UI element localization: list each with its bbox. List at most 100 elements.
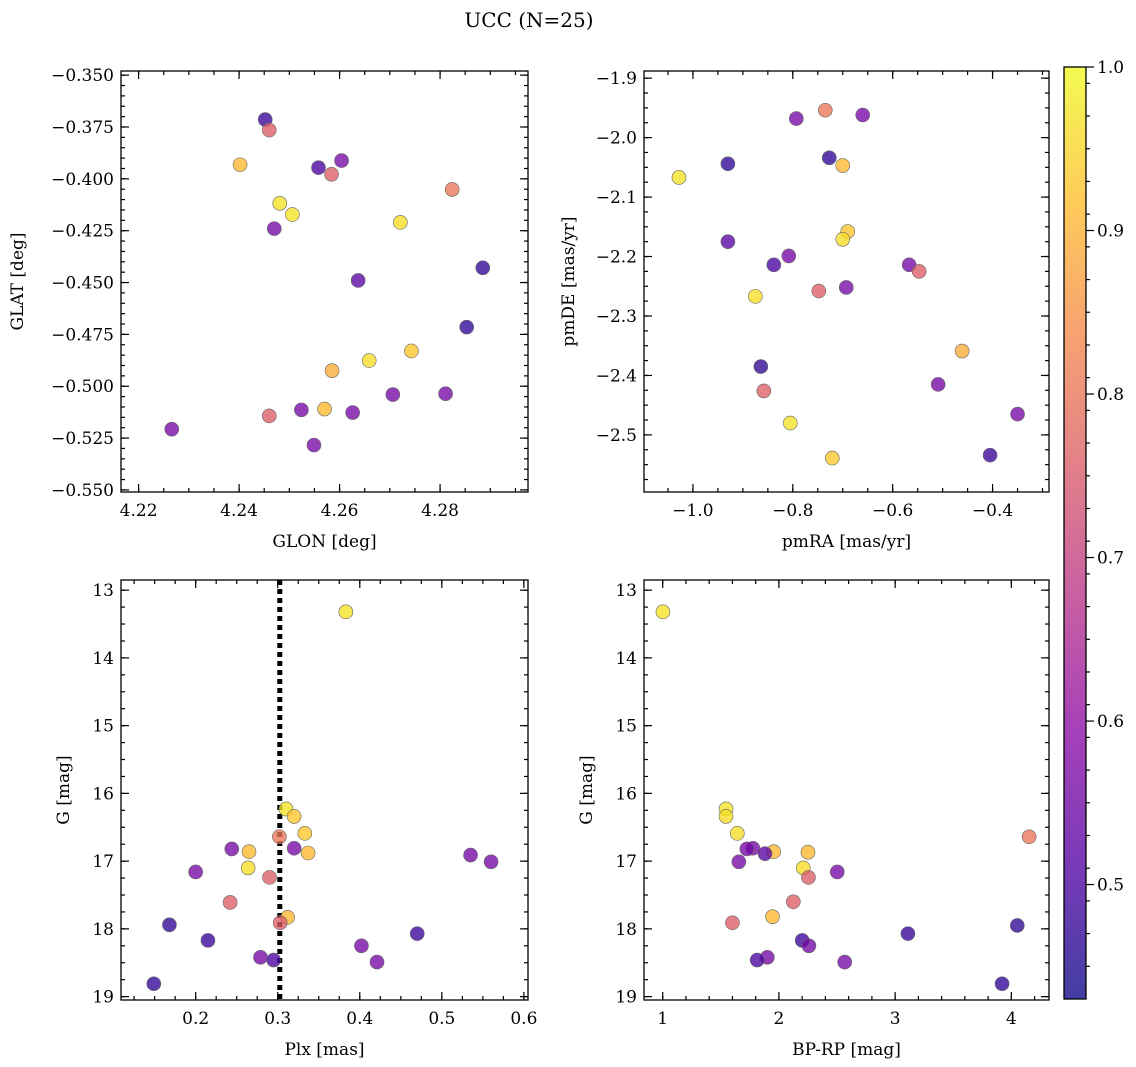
glon-glat-y-tick-label: −0.375 [51,118,114,138]
glon-glat-y-tick-label: −0.550 [51,481,114,501]
glon-glat-frame [120,70,529,493]
pmra-pmde-y-tick-label: −1.9 [596,69,637,89]
plx-g-point [286,809,302,824]
colorbar-tick-label: 0.8 [1097,385,1124,405]
bprp-g-x-axis-label: BP-RP [mag] [792,1040,901,1060]
colorbar: 0.5 0.6 0.7 0.8 0.9 1.0 [1063,58,1124,1000]
glon-glat-point [404,343,419,359]
bprp-g-point [730,826,745,841]
bprp-g-point [765,909,780,924]
plx-g-point [272,829,287,845]
bprp-g-x-tick-label: 2 [774,1009,785,1029]
pmra-pmde-y-tick-label: −2.5 [596,426,637,446]
pmra-pmde-y-tick-label: −2.2 [596,248,637,268]
pmra-pmde-y-axis-label: pmDE [mas/yr] [559,216,579,346]
bprp-g-point [731,854,747,870]
bprp-g-frame [643,579,1050,1001]
bprp-g-point [801,938,817,954]
panel-bprp-g: 1 2 3 4 13 14 15 16 17 18 19 BP-RP [mag] G [mag] [577,579,1050,1060]
panel-plx-g: 0.2 0.3 0.4 0.5 0.6 13 14 15 16 17 18 19 Plx [mas] G … [54,579,537,1060]
pmra-pmde-point [720,156,736,172]
glon-glat-y-axis-label: GLAT [deg] [8,232,28,330]
glon-glat-point [444,182,460,197]
glon-glat-point [261,408,277,424]
bprp-g-x-tick-label: 4 [1006,1009,1017,1029]
colorbar-tick-label: 0.7 [1097,549,1124,569]
bprp-g-point [837,954,852,970]
bprp-g-point [900,926,916,941]
glon-glat-point [285,207,300,222]
panel-pmra-pmde: −1.0 −0.8 −0.6 −0.4 −1.9 −2.0 −2.1 −2.2 −2.3 −2.4… [559,69,1050,552]
bprp-g-point [994,976,1010,992]
pmra-pmde-point [982,447,998,463]
pmra-pmde-y-tick-label: −2.3 [596,307,637,327]
bprp-g-point [739,841,755,857]
plx-g-points [146,580,499,1000]
pmra-pmde-point [789,111,804,126]
plx-g-y-tick-label: 13 [92,581,114,601]
bprp-g-point [800,845,816,860]
plx-g-point [266,952,281,968]
glon-glat-x-tick-label: 4.22 [120,501,158,521]
pmra-pmde-point [720,234,736,249]
bprp-g-point [757,846,773,861]
pmra-pmde-point [824,450,840,466]
glon-glat-x-tick-label: 4.24 [220,501,258,521]
glon-glat-y-tick-label: −0.450 [51,274,114,294]
bprp-g-points [655,604,1037,992]
glon-glat-point [459,319,474,335]
plx-g-point [146,976,162,992]
pmra-pmde-point [930,377,946,392]
glon-glat-point [361,353,377,368]
plx-g-point [262,870,277,885]
plx-g-point [354,938,369,954]
pmra-pmde-y-tick-label: −2.1 [596,188,637,208]
glon-glat-point [266,221,282,236]
plx-g-point [224,841,240,857]
pmra-pmde-points [671,102,1025,466]
glon-glat-y-tick-label: −0.475 [51,325,114,345]
bprp-g-y-tick-label: 17 [615,852,637,872]
bprp-g-y-tick-label: 14 [615,649,637,669]
glon-glat-point [317,401,332,417]
pmra-pmde-point [835,231,851,247]
plx-g-y-axis-label: G [mag] [54,755,74,824]
glon-glat-point [294,402,309,418]
plx-g-x-tick-label: 0.3 [264,1009,291,1029]
bprp-g-x-tick-label: 3 [890,1009,901,1029]
plx-g-point [162,917,177,933]
glon-glat-point [475,260,491,276]
bprp-g-point [1009,918,1025,933]
bprp-g-y-tick-label: 16 [615,784,637,804]
pmra-pmde-point [753,359,769,374]
glon-glat-point [438,386,453,401]
glon-glat-point [393,215,408,230]
pmra-pmde-y-tick-label: −2.4 [596,366,637,386]
plx-g-y-tick-label: 16 [92,784,114,804]
plx-g-point [188,864,203,880]
glon-glat-y-tick-label: −0.525 [51,429,114,449]
plx-g-point [483,854,499,870]
glon-glat-point [272,196,288,211]
pmra-pmde-frame [643,70,1050,493]
pmra-pmde-point [838,280,854,295]
pmra-pmde-x-tick-label: −0.8 [772,501,813,521]
plx-g-y-tick-label: 14 [92,649,114,669]
plx-g-point [272,915,288,931]
bprp-g-point [655,604,671,620]
glon-glat-x-tick-label: 4.26 [321,501,359,521]
glon-glat-point [261,122,277,138]
pmra-pmde-point [817,102,833,118]
plx-g-y-tick-label: 19 [92,988,114,1008]
plx-g-y-tick-label: 18 [92,920,114,940]
pmra-pmde-point [954,343,970,359]
plx-g-x-axis-label: Plx [mas] [284,1040,364,1060]
glon-glat-point [345,405,360,420]
glon-glat-y-tick-label: −0.350 [51,66,114,86]
glon-glat-point [164,421,180,437]
plx-g-x-tick-label: 0.4 [346,1009,373,1029]
plx-g-y-tick-label: 15 [92,717,114,737]
glon-glat-x-tick-label: 4.28 [421,501,459,521]
plx-g-x-tick-label: 0.5 [428,1009,455,1029]
bprp-g-point [718,809,734,824]
